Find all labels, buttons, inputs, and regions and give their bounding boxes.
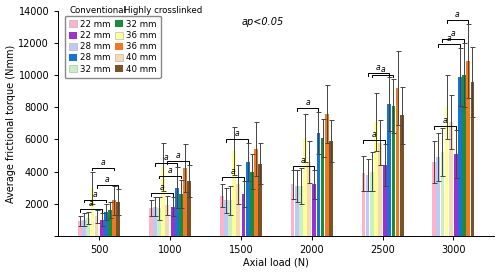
Bar — [316, 133, 320, 236]
Bar — [179, 194, 183, 236]
Bar — [258, 164, 262, 236]
Text: a: a — [234, 129, 239, 138]
Bar — [320, 138, 324, 236]
Bar — [232, 151, 236, 236]
Bar — [396, 88, 400, 236]
Text: a: a — [455, 10, 460, 19]
Bar — [86, 218, 90, 236]
Text: a: a — [451, 29, 456, 38]
Text: a: a — [164, 153, 168, 162]
Text: a: a — [160, 183, 164, 192]
Bar — [254, 149, 258, 236]
Bar — [220, 195, 224, 236]
Bar — [157, 208, 161, 236]
Legend: 22 mm, 22 mm, 28 mm, 28 mm, 32 mm, 32 mm, 36 mm, 36 mm, 40 mm, 40 mm: 22 mm, 22 mm, 28 mm, 28 mm, 32 mm, 32 mm… — [64, 16, 161, 78]
Bar — [188, 181, 191, 236]
Text: a: a — [105, 175, 110, 184]
Bar — [449, 122, 452, 236]
Bar — [171, 207, 174, 236]
Bar — [116, 202, 120, 236]
Text: a: a — [88, 199, 94, 208]
Bar — [432, 162, 436, 236]
Bar — [295, 186, 298, 236]
Bar — [290, 184, 294, 236]
Bar — [94, 216, 98, 236]
Text: Highly crosslinked: Highly crosslinked — [124, 6, 202, 15]
Text: a: a — [301, 156, 306, 165]
Bar — [153, 207, 157, 236]
Bar — [458, 77, 462, 236]
Bar — [436, 157, 440, 236]
Bar — [388, 104, 391, 236]
Bar — [166, 205, 169, 236]
Bar — [362, 173, 366, 236]
Bar — [329, 141, 332, 236]
Bar — [312, 184, 316, 236]
Text: a: a — [93, 190, 98, 199]
Bar — [224, 200, 228, 236]
Text: a: a — [306, 98, 310, 107]
Text: a: a — [230, 167, 235, 176]
Bar — [242, 194, 246, 236]
Text: a: a — [380, 65, 385, 74]
Text: a: a — [168, 166, 172, 175]
Text: a: a — [372, 130, 376, 139]
Text: a: a — [447, 34, 452, 43]
Text: a: a — [101, 158, 105, 167]
Bar — [366, 175, 370, 236]
Bar — [470, 82, 474, 236]
Bar — [384, 165, 387, 236]
Y-axis label: Average frictional torque (Nmm): Average frictional torque (Nmm) — [6, 44, 16, 203]
Bar — [462, 75, 466, 236]
Bar — [303, 138, 307, 236]
Bar — [374, 122, 378, 236]
Bar — [246, 162, 250, 236]
Bar — [82, 219, 86, 236]
Bar — [104, 212, 108, 236]
Bar — [307, 162, 311, 236]
Bar — [149, 208, 153, 236]
Bar — [400, 115, 404, 236]
Bar — [175, 188, 178, 236]
Text: a: a — [176, 151, 180, 160]
Bar — [392, 106, 396, 236]
Bar — [325, 114, 328, 236]
Text: ap<0.05: ap<0.05 — [242, 17, 284, 27]
Text: a: a — [376, 63, 380, 72]
Bar — [466, 61, 470, 236]
Bar — [183, 168, 187, 236]
Text: a: a — [443, 116, 448, 125]
Bar — [378, 143, 382, 236]
Bar — [90, 188, 94, 236]
Bar — [440, 152, 444, 236]
Bar — [78, 221, 82, 236]
Bar — [444, 108, 448, 236]
Bar — [108, 210, 112, 236]
Bar — [250, 171, 254, 236]
Bar — [299, 186, 302, 236]
X-axis label: Axial load (N): Axial load (N) — [244, 257, 309, 268]
Bar — [454, 154, 458, 236]
Bar — [162, 167, 165, 236]
Bar — [370, 171, 374, 236]
Bar — [112, 200, 116, 236]
Bar — [236, 184, 240, 236]
Bar — [228, 200, 232, 236]
Text: Conventional: Conventional — [70, 6, 126, 15]
Bar — [100, 219, 104, 236]
